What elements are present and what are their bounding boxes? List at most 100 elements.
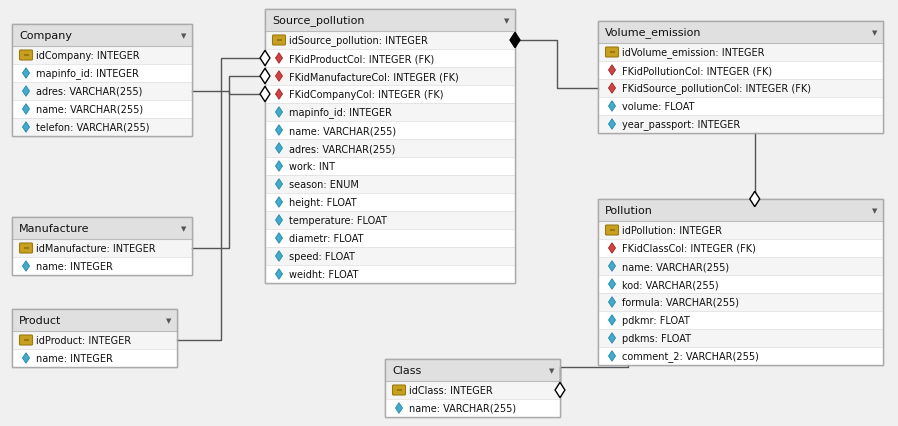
Text: name: INTEGER: name: INTEGER <box>36 262 113 271</box>
Text: formula: VARCHAR(255): formula: VARCHAR(255) <box>622 297 739 307</box>
Text: Pollution: Pollution <box>605 205 653 216</box>
Text: idPollution: INTEGER: idPollution: INTEGER <box>622 225 722 236</box>
Polygon shape <box>609 333 615 343</box>
Text: FKidProductCol: INTEGER (FK): FKidProductCol: INTEGER (FK) <box>289 54 435 64</box>
Text: telefon: VARCHAR(255): telefon: VARCHAR(255) <box>36 123 149 132</box>
Text: ▼: ▼ <box>166 317 172 323</box>
Text: idVolume_emission: INTEGER: idVolume_emission: INTEGER <box>622 47 764 58</box>
Text: kod: VARCHAR(255): kod: VARCHAR(255) <box>622 279 718 289</box>
FancyBboxPatch shape <box>265 265 515 283</box>
FancyBboxPatch shape <box>20 51 32 61</box>
Text: year_passport: INTEGER: year_passport: INTEGER <box>622 119 740 130</box>
Polygon shape <box>510 33 520 49</box>
FancyBboxPatch shape <box>12 101 192 119</box>
FancyBboxPatch shape <box>598 22 883 44</box>
FancyBboxPatch shape <box>12 257 192 275</box>
FancyBboxPatch shape <box>265 122 515 140</box>
FancyBboxPatch shape <box>265 158 515 176</box>
Text: diametr: FLOAT: diametr: FLOAT <box>289 233 364 243</box>
Polygon shape <box>609 297 615 308</box>
Polygon shape <box>276 72 283 82</box>
Polygon shape <box>609 261 615 272</box>
FancyBboxPatch shape <box>12 83 192 101</box>
Text: ▼: ▼ <box>181 33 187 39</box>
FancyBboxPatch shape <box>20 243 32 253</box>
Polygon shape <box>609 351 615 361</box>
FancyBboxPatch shape <box>598 275 883 294</box>
FancyBboxPatch shape <box>598 239 883 257</box>
Text: ▼: ▼ <box>872 207 877 213</box>
Text: FKidCompanyCol: INTEGER (FK): FKidCompanyCol: INTEGER (FK) <box>289 90 444 100</box>
Polygon shape <box>750 192 760 207</box>
Polygon shape <box>22 353 30 363</box>
Polygon shape <box>276 215 283 226</box>
FancyBboxPatch shape <box>265 230 515 248</box>
Polygon shape <box>22 69 30 79</box>
FancyBboxPatch shape <box>598 62 883 80</box>
Polygon shape <box>276 251 283 262</box>
Polygon shape <box>555 383 565 398</box>
FancyBboxPatch shape <box>265 140 515 158</box>
Text: Volume_emission: Volume_emission <box>605 28 701 38</box>
FancyBboxPatch shape <box>12 309 177 367</box>
FancyBboxPatch shape <box>598 44 883 62</box>
FancyBboxPatch shape <box>265 68 515 86</box>
FancyBboxPatch shape <box>12 309 177 331</box>
FancyBboxPatch shape <box>272 36 286 46</box>
Text: Source_pollution: Source_pollution <box>272 15 365 26</box>
FancyBboxPatch shape <box>385 381 560 399</box>
Text: ▼: ▼ <box>181 225 187 231</box>
Text: speed: FLOAT: speed: FLOAT <box>289 251 355 262</box>
Polygon shape <box>276 144 283 154</box>
Polygon shape <box>260 87 270 102</box>
FancyBboxPatch shape <box>605 48 619 58</box>
Polygon shape <box>609 66 615 76</box>
Text: idProduct: INTEGER: idProduct: INTEGER <box>36 335 131 345</box>
Text: pdkms: FLOAT: pdkms: FLOAT <box>622 333 691 343</box>
Text: Manufacture: Manufacture <box>19 224 90 233</box>
Text: ▼: ▼ <box>872 30 877 36</box>
FancyBboxPatch shape <box>392 385 406 395</box>
FancyBboxPatch shape <box>12 331 177 349</box>
FancyBboxPatch shape <box>265 211 515 230</box>
Polygon shape <box>22 122 30 133</box>
Text: adres: VARCHAR(255): adres: VARCHAR(255) <box>289 144 395 154</box>
FancyBboxPatch shape <box>12 47 192 65</box>
Text: Company: Company <box>19 31 72 41</box>
FancyBboxPatch shape <box>385 359 560 417</box>
Text: idSource_pollution: INTEGER: idSource_pollution: INTEGER <box>289 35 427 46</box>
FancyBboxPatch shape <box>598 294 883 311</box>
FancyBboxPatch shape <box>12 218 192 239</box>
Text: name: INTEGER: name: INTEGER <box>36 353 113 363</box>
Polygon shape <box>609 243 615 253</box>
FancyBboxPatch shape <box>598 311 883 329</box>
Text: comment_2: VARCHAR(255): comment_2: VARCHAR(255) <box>622 351 759 362</box>
FancyBboxPatch shape <box>598 329 883 347</box>
Text: FKidManufactureCol: INTEGER (FK): FKidManufactureCol: INTEGER (FK) <box>289 72 459 82</box>
FancyBboxPatch shape <box>598 98 883 116</box>
FancyBboxPatch shape <box>265 248 515 265</box>
FancyBboxPatch shape <box>598 257 883 275</box>
FancyBboxPatch shape <box>598 199 883 222</box>
Polygon shape <box>276 107 283 118</box>
FancyBboxPatch shape <box>12 25 192 137</box>
FancyBboxPatch shape <box>265 193 515 211</box>
Polygon shape <box>276 125 283 136</box>
Polygon shape <box>395 403 402 413</box>
FancyBboxPatch shape <box>598 222 883 239</box>
Polygon shape <box>276 269 283 279</box>
Text: season: ENUM: season: ENUM <box>289 180 359 190</box>
Text: mapinfo_id: INTEGER: mapinfo_id: INTEGER <box>289 107 392 118</box>
Text: Product: Product <box>19 315 61 325</box>
FancyBboxPatch shape <box>598 80 883 98</box>
Text: ▼: ▼ <box>550 367 555 373</box>
FancyBboxPatch shape <box>265 86 515 104</box>
Text: idManufacture: INTEGER: idManufacture: INTEGER <box>36 243 155 253</box>
Text: idCompany: INTEGER: idCompany: INTEGER <box>36 51 139 61</box>
FancyBboxPatch shape <box>385 359 560 381</box>
Text: name: VARCHAR(255): name: VARCHAR(255) <box>289 126 396 136</box>
Polygon shape <box>22 261 30 272</box>
Polygon shape <box>260 69 270 84</box>
FancyBboxPatch shape <box>12 239 192 257</box>
FancyBboxPatch shape <box>265 10 515 283</box>
